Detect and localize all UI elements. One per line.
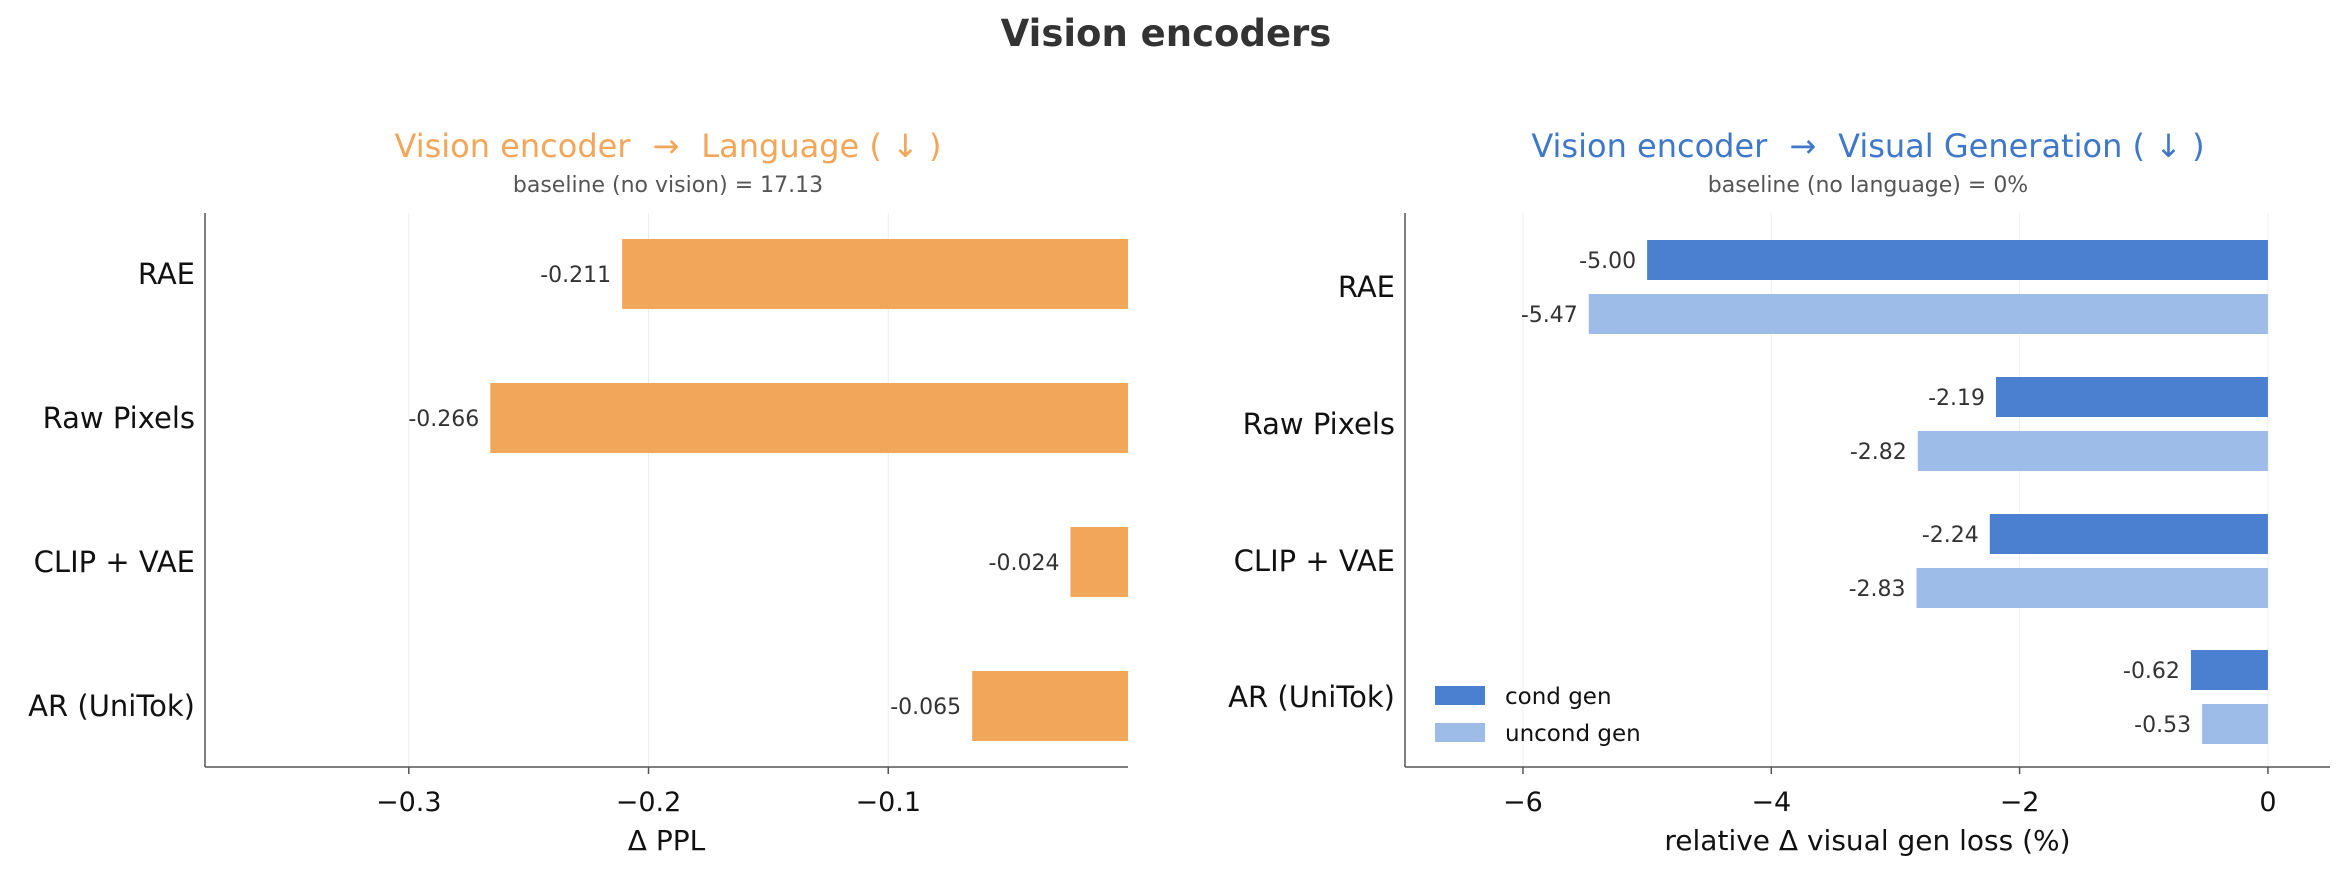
category-label: Raw Pixels	[1243, 407, 1395, 441]
bar-uncond-3	[2202, 704, 2268, 744]
panel-title: Vision encoder → Visual Generation ( ↓ )	[1531, 127, 2204, 165]
legend: cond gen uncond gen	[1435, 684, 1641, 747]
bar-value-label: -5.47	[1521, 303, 1578, 328]
bar-cond-2	[1989, 514, 2268, 554]
bar-value-label: -0.53	[2134, 713, 2191, 738]
bar-value-label: -0.024	[989, 551, 1060, 576]
x-tick-label: −2	[2000, 787, 2040, 818]
bar-1	[490, 383, 1129, 453]
language-panel: Vision encoder → Language ( ↓ ) baseline (n…	[28, 127, 1129, 857]
legend-swatch-0	[1435, 686, 1485, 705]
x-axis-label: Δ PPL	[628, 824, 706, 857]
bar-0	[622, 239, 1128, 309]
x-tick-label: 0	[2259, 787, 2276, 818]
bar-3	[972, 671, 1128, 741]
bar-value-label: -0.065	[890, 695, 961, 720]
bar-cond-1	[1996, 377, 2268, 417]
category-label: AR (UniTok)	[28, 689, 195, 723]
bar-uncond-2	[1916, 568, 2268, 608]
panel-title: Vision encoder → Language ( ↓ )	[395, 127, 942, 165]
x-tick-label: −0.1	[855, 787, 921, 818]
legend-swatch-1	[1435, 723, 1485, 742]
bar-cond-3	[2190, 650, 2268, 690]
panel-subtitle: baseline (no vision) = 17.13	[513, 173, 823, 198]
bar-value-label: -2.24	[1922, 523, 1979, 548]
bar-uncond-1	[1917, 431, 2268, 471]
x-tick-label: −0.3	[376, 787, 442, 818]
title-right-part: Visual Generation ( ↓ )	[1838, 127, 2205, 165]
category-label: RAE	[138, 257, 195, 291]
legend-label: uncond gen	[1505, 721, 1641, 747]
bar-uncond-0	[1588, 294, 2268, 334]
category-label: CLIP + VAE	[1234, 544, 1395, 578]
bar-value-label: -0.211	[540, 263, 611, 288]
visual-generation-panel: Vision encoder → Visual Generation ( ↓ ) ba…	[1228, 127, 2330, 857]
x-tick-label: −0.2	[616, 787, 682, 818]
title-left-part: Vision encoder	[395, 127, 632, 165]
title-left-part: Vision encoder	[1531, 127, 1768, 165]
figure-title: Vision encoders	[1001, 12, 1332, 55]
x-tick-label: −4	[1751, 787, 1791, 818]
bar-cond-0	[1647, 240, 2268, 280]
category-label: Raw Pixels	[43, 401, 195, 435]
bar-value-label: -0.62	[2123, 659, 2180, 684]
category-label: CLIP + VAE	[34, 545, 195, 579]
x-axis-label: relative Δ visual gen loss (%)	[1664, 824, 2070, 857]
category-label: AR (UniTok)	[1228, 680, 1395, 714]
bar-value-label: -2.19	[1928, 386, 1985, 411]
bar-value-label: -2.82	[1850, 440, 1907, 465]
x-tick-label: −6	[1503, 787, 1543, 818]
bar-2	[1070, 527, 1128, 597]
title-arrow: →	[1789, 127, 1816, 165]
bar-value-label: -0.266	[408, 407, 479, 432]
title-arrow: →	[652, 127, 679, 165]
legend-label: cond gen	[1505, 684, 1612, 710]
category-label: RAE	[1338, 270, 1395, 304]
panel-subtitle: baseline (no language) = 0%	[1708, 173, 2028, 198]
bar-value-label: -5.00	[1579, 249, 1636, 274]
bar-value-label: -2.83	[1849, 577, 1906, 602]
title-right-part: Language ( ↓ )	[701, 127, 941, 165]
